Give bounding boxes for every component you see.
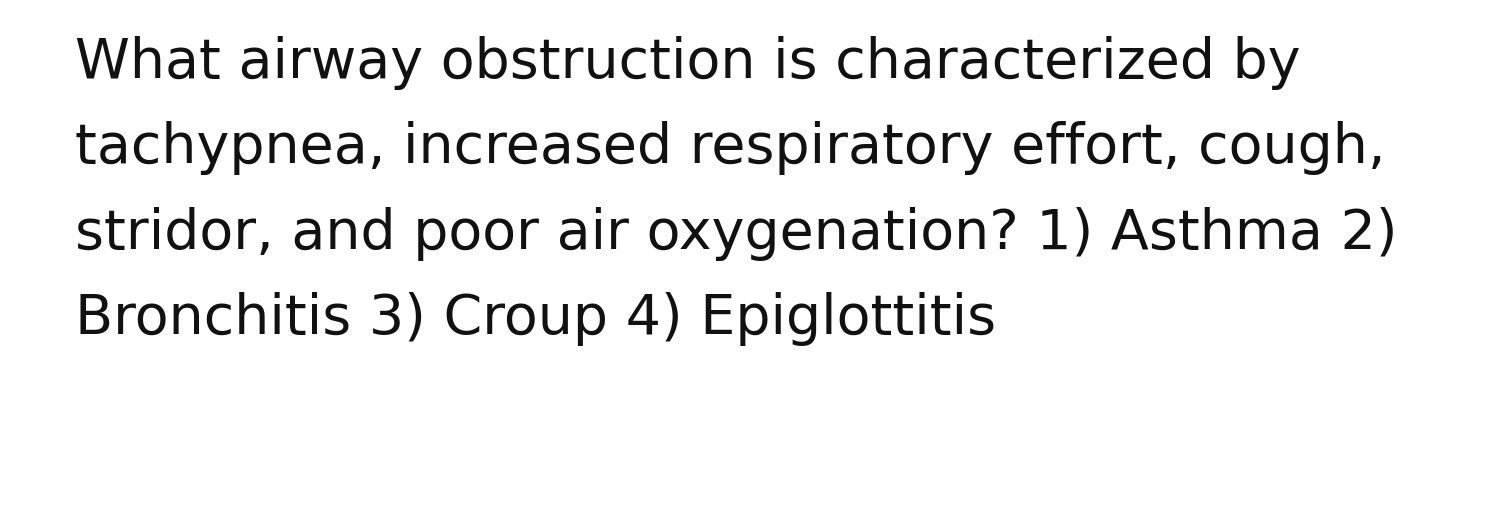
Text: What airway obstruction is characterized by
tachypnea, increased respiratory eff: What airway obstruction is characterized… bbox=[75, 36, 1398, 346]
